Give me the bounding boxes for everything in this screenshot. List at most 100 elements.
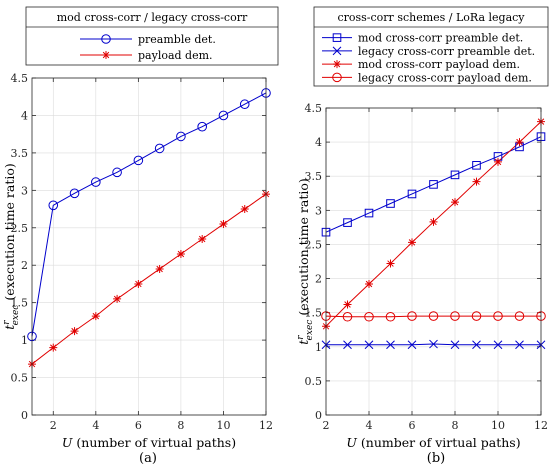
data-point-series-3 [515,138,524,147]
legend-marker-2 [332,46,342,56]
x-tick-label: 12 [534,419,548,432]
legend-title: mod cross-corr / legacy cross-corr [57,11,248,24]
y-tick-label: 0 [21,409,28,422]
x-tick-label: 2 [323,419,330,432]
data-point-series-2 [472,340,481,350]
data-point-series-3 [343,300,352,309]
data-point-series-2 [70,327,79,336]
panel-label: (b) [427,451,445,466]
legend-label-1: mod cross-corr preamble det. [358,32,523,45]
data-point-series-4 [450,311,460,321]
series-line-1 [325,136,542,233]
y-tick-label: 0 [315,409,322,422]
legend-marker-1 [101,34,111,44]
data-point-series-1 [154,143,165,154]
data-point-series-3 [408,238,416,247]
legend-label-2: payload dem. [138,49,213,62]
legend-label-3: mod cross-corr payload dem. [358,58,520,71]
x-tick-label: 8 [452,419,459,432]
data-point-series-3 [472,177,481,186]
y-tick-label: 3 [315,204,322,217]
x-tick-label: 6 [135,419,142,432]
data-point-series-1 [450,170,460,180]
data-point-series-2 [450,340,460,350]
plot-area [32,78,266,415]
series-line-4 [325,315,541,318]
panel-label: (a) [139,451,157,466]
data-point-series-2 [176,249,185,258]
y-tick-label: 0.5 [11,372,29,385]
data-point-series-2 [134,279,143,288]
data-point-series-1 [429,180,438,189]
data-point-series-2 [198,235,207,244]
y-tick-label: 1.5 [11,297,29,310]
y-tick-label: 4.5 [305,102,323,115]
data-point-series-2 [240,205,249,214]
data-point-series-2 [407,340,417,350]
data-point-series-2 [91,312,100,321]
data-point-series-2 [515,340,524,350]
legend-marker-2 [102,51,110,59]
axis-frame [31,77,267,416]
data-point-series-2 [343,340,352,350]
x-tick-label: 6 [409,419,416,432]
legend-box [25,6,279,66]
data-point-series-1 [343,218,352,227]
data-point-series-4 [407,311,417,321]
legend: cross-corr schemes / LoRa legacy mod cros… [313,6,549,87]
y-tick-label: 3.5 [305,170,323,183]
data-point-series-1 [69,188,80,199]
data-point-series-4 [364,311,374,322]
data-point-series-3 [386,259,395,268]
data-point-series-2 [113,294,122,303]
legend-marker-4 [332,72,342,83]
data-point-series-1 [112,167,122,178]
data-point-series-1 [386,199,395,208]
data-point-series-4 [342,311,353,322]
y-tick-label: 4 [315,136,322,149]
data-point-series-4 [385,311,396,322]
data-point-series-1 [407,189,417,199]
y-tick-label: 4 [21,109,28,122]
data-point-series-2 [219,220,228,229]
y-tick-label: 2.5 [11,222,29,235]
data-point-series-3 [451,198,459,207]
plot-area [326,108,541,415]
data-point-series-3 [429,217,438,226]
data-point-series-2 [155,264,164,273]
y-axis-label: trexec (execution time ratio) [2,163,21,330]
data-point-series-2 [429,339,438,349]
legend-label-2: legacy cross-corr preamble det. [358,45,535,58]
y-tick-label: 4.5 [11,72,29,85]
y-tick-label: 1 [315,341,322,354]
legend: mod cross-corr / legacy cross-corr preamb… [25,6,279,66]
legend-label-1: preamble det. [138,33,216,46]
data-point-series-2 [364,340,374,350]
y-tick-label: 1.5 [305,307,323,320]
x-tick-label: 12 [259,419,273,432]
data-point-series-2 [49,343,58,352]
x-axis-label: U (number of virtual paths) [346,435,520,450]
x-tick-label: 10 [491,419,505,432]
data-point-series-1 [239,99,250,110]
data-point-series-1 [218,110,229,121]
axis-frame [325,107,542,416]
y-tick-label: 3.5 [11,147,29,160]
data-point-series-2 [386,340,395,350]
x-axis-label: U (number of virtual paths) [62,435,236,450]
y-axis-label: trexec (execution time ratio) [296,178,315,345]
data-point-series-4 [493,311,503,321]
y-tick-label: 2 [315,273,322,286]
y-tick-label: 3 [21,184,28,197]
chart-panel-b: 0 0.5 1 1.5 2 2.5 3 3.5 4 4.5 2 4 6 8 10 12 U (number of… [296,6,549,466]
data-point-series-4 [471,311,482,321]
chart-panel-a: 0 0.5 1 1.5 2 2.5 3 3.5 4 4.5 2 4 6 8 10 12 U (number of… [2,6,279,466]
x-tick-label: 4 [366,419,373,432]
data-point-series-3 [365,280,373,289]
y-tick-label: 0.5 [305,375,323,388]
data-point-series-1 [176,131,186,142]
y-tick-label: 2.5 [305,238,323,251]
y-tick-label: 1 [21,334,28,347]
legend-title: cross-corr schemes / LoRa legacy [337,11,525,24]
